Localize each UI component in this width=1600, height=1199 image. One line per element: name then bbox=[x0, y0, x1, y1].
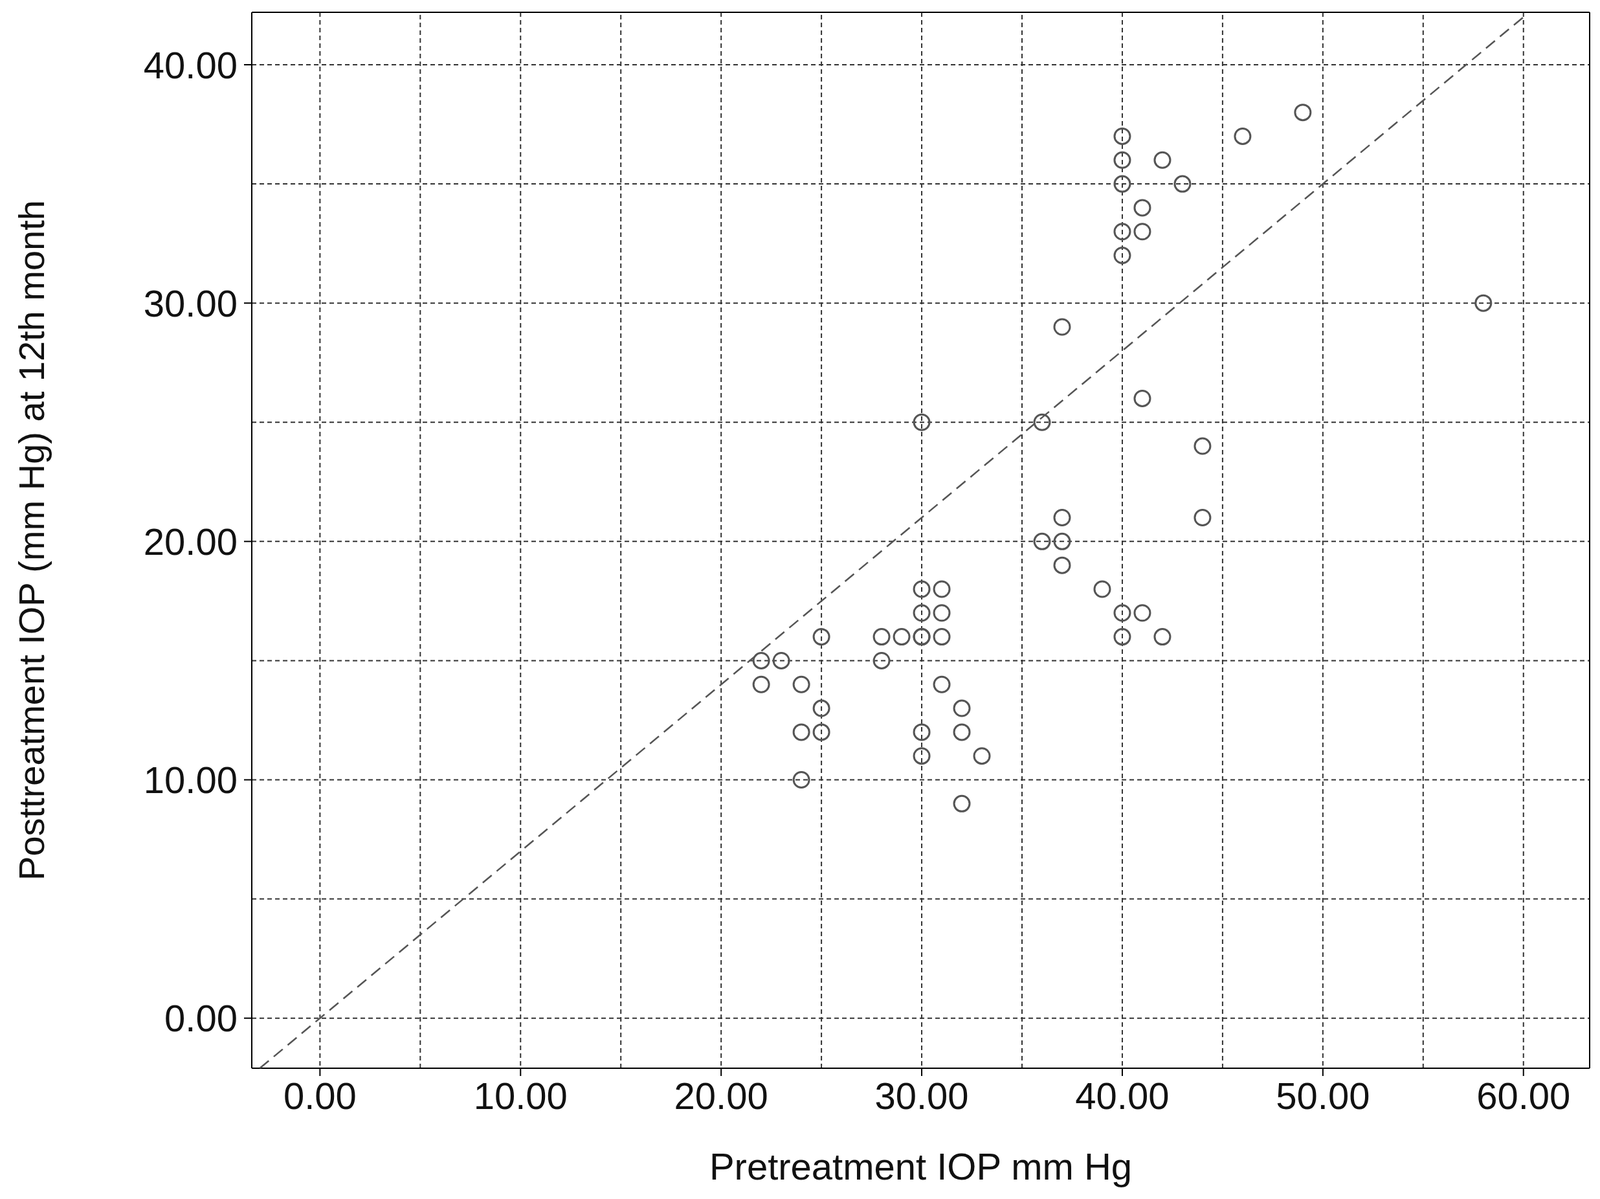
svg-text:30.00: 30.00 bbox=[143, 282, 238, 325]
svg-text:30.00: 30.00 bbox=[874, 1074, 969, 1117]
svg-text:20.00: 20.00 bbox=[674, 1074, 769, 1117]
svg-text:10.00: 10.00 bbox=[143, 758, 238, 801]
svg-text:60.00: 60.00 bbox=[1476, 1074, 1571, 1117]
svg-text:Pretreatment IOP mm Hg: Pretreatment IOP mm Hg bbox=[709, 1144, 1133, 1188]
svg-text:10.00: 10.00 bbox=[473, 1074, 568, 1117]
svg-text:0.00: 0.00 bbox=[164, 996, 238, 1039]
svg-text:50.00: 50.00 bbox=[1275, 1074, 1370, 1117]
svg-text:40.00: 40.00 bbox=[1075, 1074, 1169, 1117]
svg-text:Posttreatment IOP (mm Hg) at 1: Posttreatment IOP (mm Hg) at 12th month bbox=[11, 200, 52, 881]
svg-text:20.00: 20.00 bbox=[143, 520, 238, 563]
svg-text:40.00: 40.00 bbox=[143, 44, 238, 87]
svg-text:0.00: 0.00 bbox=[283, 1074, 357, 1117]
